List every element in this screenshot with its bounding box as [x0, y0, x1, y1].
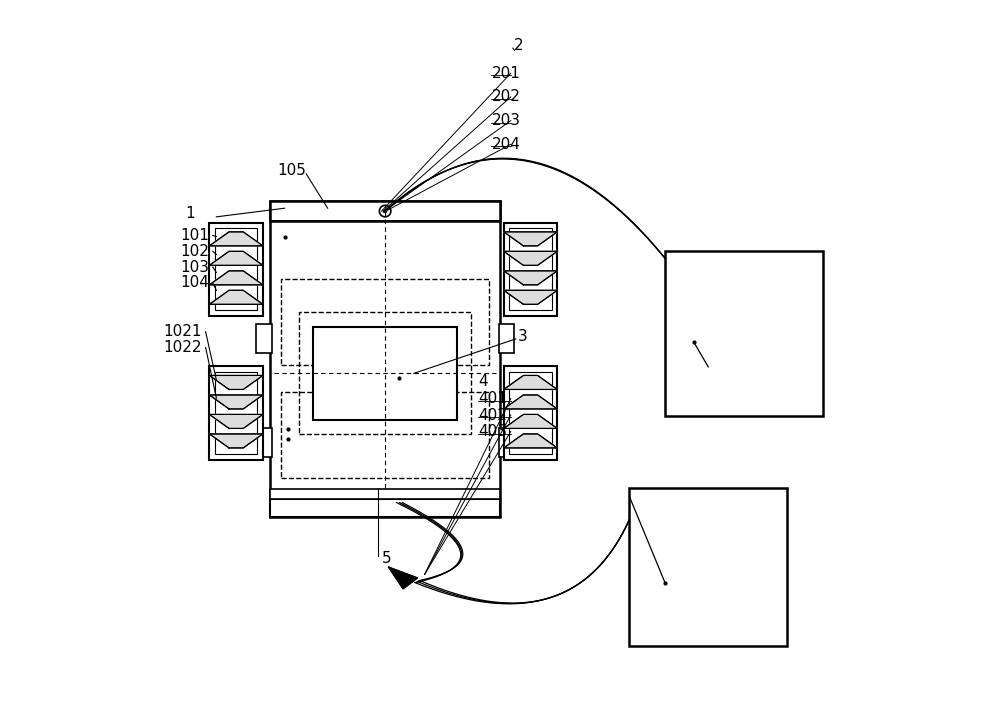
- Text: 204: 204: [491, 137, 520, 151]
- Text: 2: 2: [514, 38, 524, 52]
- Bar: [509, 372, 552, 454]
- Polygon shape: [504, 251, 557, 266]
- Text: 401: 401: [478, 391, 507, 406]
- Polygon shape: [504, 395, 557, 409]
- Polygon shape: [209, 395, 263, 409]
- Bar: [504, 366, 557, 460]
- Text: 4: 4: [478, 375, 488, 389]
- Text: 5: 5: [382, 551, 391, 566]
- Polygon shape: [209, 414, 263, 429]
- Bar: [270, 499, 500, 517]
- Bar: [499, 324, 514, 353]
- Text: 102: 102: [180, 244, 209, 258]
- Text: 402: 402: [478, 408, 507, 422]
- Polygon shape: [209, 232, 263, 246]
- Bar: [215, 228, 257, 310]
- Polygon shape: [504, 434, 557, 448]
- Text: 202: 202: [491, 90, 520, 104]
- Polygon shape: [504, 376, 557, 389]
- Bar: [256, 324, 272, 353]
- Text: 3: 3: [518, 329, 528, 343]
- Bar: [504, 223, 557, 316]
- Polygon shape: [504, 290, 557, 304]
- Text: 1022: 1022: [164, 340, 202, 355]
- Text: 104: 104: [180, 276, 209, 290]
- Polygon shape: [504, 232, 557, 246]
- Text: 1021: 1021: [164, 325, 202, 339]
- Polygon shape: [209, 290, 263, 304]
- Bar: [270, 489, 500, 499]
- Bar: [209, 366, 263, 460]
- Bar: [281, 279, 489, 365]
- Text: 203: 203: [491, 113, 520, 128]
- Text: 1: 1: [185, 207, 195, 221]
- Bar: [270, 201, 500, 517]
- Polygon shape: [209, 376, 263, 389]
- Bar: [209, 223, 263, 316]
- Polygon shape: [389, 567, 417, 589]
- Bar: [499, 428, 514, 457]
- Text: 103: 103: [180, 260, 209, 274]
- Bar: [665, 251, 823, 416]
- Bar: [215, 372, 257, 454]
- Bar: [281, 392, 489, 478]
- Bar: [299, 312, 471, 434]
- Bar: [256, 428, 272, 457]
- Text: 105: 105: [277, 164, 306, 178]
- Bar: [509, 228, 552, 310]
- Text: 403: 403: [478, 424, 507, 439]
- Polygon shape: [209, 271, 263, 285]
- Bar: [313, 327, 457, 420]
- Bar: [270, 201, 500, 221]
- Text: 101: 101: [180, 228, 209, 243]
- Polygon shape: [504, 414, 557, 429]
- Polygon shape: [504, 271, 557, 285]
- Text: 201: 201: [491, 66, 520, 80]
- Polygon shape: [209, 434, 263, 448]
- Polygon shape: [209, 251, 263, 266]
- Bar: [629, 488, 787, 646]
